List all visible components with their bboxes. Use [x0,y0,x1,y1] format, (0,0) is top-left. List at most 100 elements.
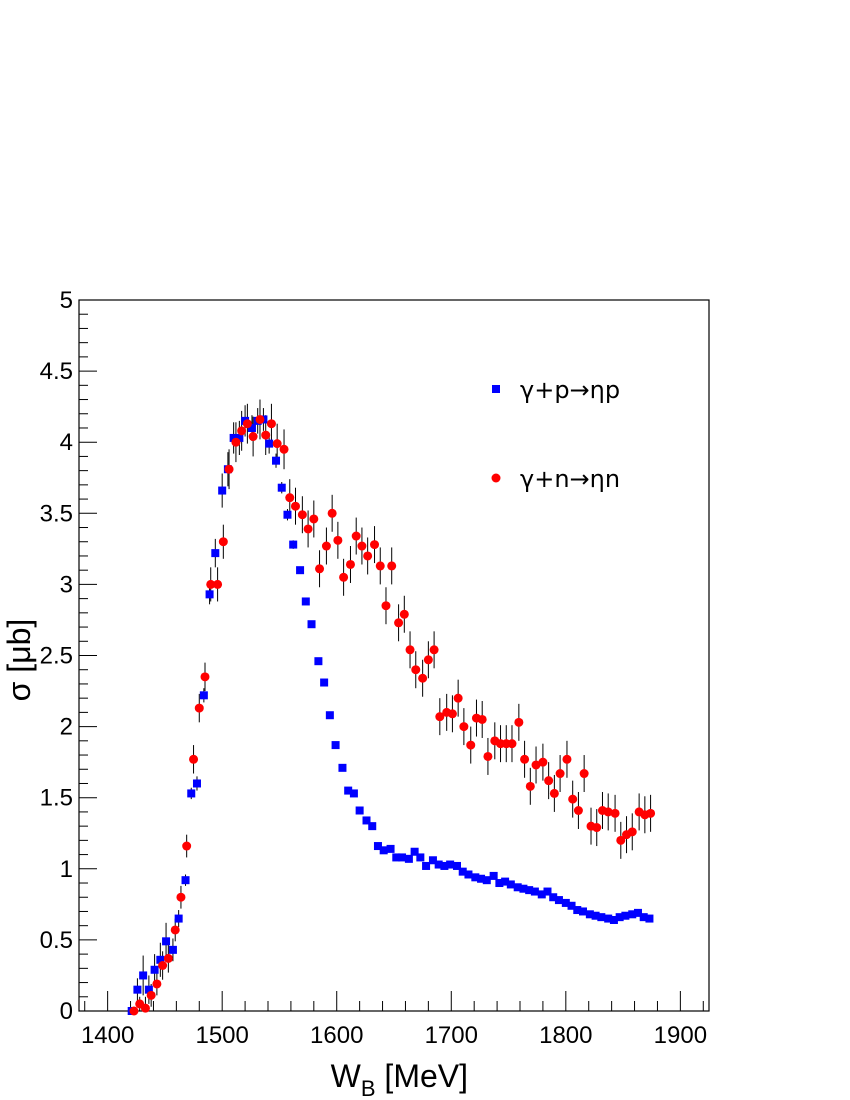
data-point-circle [435,712,445,722]
data-point-circle [363,551,373,561]
data-point-circle [459,722,469,732]
data-point-square [471,873,480,882]
data-point-square [554,896,563,905]
data-point-circle [309,514,319,524]
data-point-square [325,711,334,720]
data-point-circle [411,665,421,675]
data-point-square [609,915,618,924]
x-tick-labels: 1400 1500 1600 1700 1800 1900 [81,1022,707,1049]
data-point-circle [555,769,565,779]
data-point-circle [418,673,428,683]
data-point-square [156,955,165,964]
data-point-square [440,861,449,870]
data-point-square [615,913,624,922]
data-point-circle [573,805,583,815]
data-point-square [591,911,600,920]
data-point-circle [213,579,223,589]
data-point-circle [152,979,162,989]
data-point-square [199,691,208,700]
data-point-circle [297,510,307,520]
data-point-square [513,883,522,892]
y-axis-label: σ [μb] [1,619,37,702]
data-point-square [458,867,467,876]
axis-ticks [79,299,704,1012]
x-tick-label: 1600 [310,1022,363,1049]
data-point-square [525,886,534,895]
data-point-square [604,914,613,923]
legend-label: γ+p→ηp [520,376,620,404]
data-point-square [537,890,546,899]
data-point-circle [627,827,637,837]
data-point-circle [163,953,173,963]
data-point-circle [285,493,295,503]
data-point-square [501,877,510,886]
y-tick-label: 3 [60,571,73,598]
data-point-circle [206,579,216,589]
x-tick-label: 1700 [425,1022,478,1049]
data-point-circle [242,419,252,429]
legend-marker-square [492,385,500,393]
data-point-square [446,860,455,869]
data-point-circle [339,572,349,582]
data-point-circle [562,754,572,764]
data-point-square [150,965,159,974]
data-point-circle [592,823,602,833]
data-point-square [320,678,329,687]
data-point-square [464,870,473,879]
data-point-circle [381,601,391,611]
legend-label: γ+n→ηn [520,465,620,493]
x-tick-label: 1400 [81,1022,134,1049]
data-point-square [404,854,413,863]
data-point-circle [514,717,524,727]
y-tick-label: 0 [60,998,73,1025]
data-point-circle [405,645,415,655]
data-markers [127,414,656,1016]
data-point-square [482,876,491,885]
data-point-circle [423,655,433,665]
data-point-circle [189,754,199,764]
data-point-circle [579,769,589,779]
data-point-square [355,806,364,815]
data-point-circle [248,432,258,442]
data-point-circle [610,808,620,818]
data-point-square [283,510,292,519]
data-point-square [344,786,353,795]
data-point-circle [261,430,271,440]
data-point-square [338,763,347,772]
data-point-circle [483,751,493,761]
data-point-circle [429,645,439,655]
data-point-square [218,486,227,495]
y-tick-label: 1.5 [40,785,73,812]
data-point-square [561,898,570,907]
data-point-circle [194,703,204,713]
data-point-square [133,985,142,994]
data-point-circle [387,561,397,571]
data-point-circle [357,541,367,551]
data-point-square [187,789,196,798]
plot-frame [78,299,710,1012]
data-point-circle [520,754,530,764]
data-point-circle [182,841,192,851]
data-point-square [272,456,281,465]
x-axis-label-main: W [331,1058,362,1094]
x-tick-label: 1900 [654,1022,707,1049]
data-point-square [519,884,528,893]
y-tick-label: 1 [60,856,73,883]
data-point-circle [525,781,535,791]
data-point-circle [375,561,385,571]
data-point-square [307,620,316,629]
data-point-square [506,880,515,889]
data-point-circle [466,740,476,750]
data-point-square [495,879,504,888]
y-tick-labels: 0 0.5 1 1.5 2 2.5 3 3.5 4 4.5 5 [40,287,73,1025]
y-tick-label: 2 [60,714,73,741]
data-point-square [373,842,382,851]
data-point-square [477,874,486,883]
data-point-circle [568,794,578,804]
data-point-square [139,971,148,980]
data-point-square [530,887,539,896]
data-point-square [301,597,310,606]
data-point-circle [266,419,276,429]
data-point-square [192,779,201,788]
